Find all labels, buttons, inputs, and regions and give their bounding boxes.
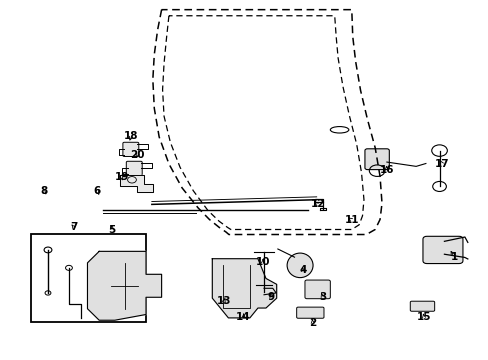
Text: 18: 18 xyxy=(124,131,138,141)
FancyBboxPatch shape xyxy=(126,161,142,175)
Bar xyxy=(31,234,145,321)
Text: 14: 14 xyxy=(236,312,250,322)
Polygon shape xyxy=(212,259,276,318)
Text: 16: 16 xyxy=(379,165,393,175)
Text: 19: 19 xyxy=(114,172,128,182)
Text: 10: 10 xyxy=(255,257,270,267)
Polygon shape xyxy=(87,251,161,320)
Text: 12: 12 xyxy=(310,199,324,210)
FancyBboxPatch shape xyxy=(409,301,434,311)
Text: 6: 6 xyxy=(93,186,101,197)
Text: 2: 2 xyxy=(308,318,316,328)
Text: 13: 13 xyxy=(216,296,231,306)
Text: 8: 8 xyxy=(40,186,47,197)
Text: 5: 5 xyxy=(108,225,115,235)
Text: 9: 9 xyxy=(267,292,274,302)
FancyBboxPatch shape xyxy=(122,142,139,157)
FancyBboxPatch shape xyxy=(305,280,330,299)
Ellipse shape xyxy=(286,253,312,278)
Text: 7: 7 xyxy=(70,222,78,232)
Text: 3: 3 xyxy=(318,292,325,302)
FancyBboxPatch shape xyxy=(364,149,388,170)
Text: 4: 4 xyxy=(299,265,306,275)
FancyBboxPatch shape xyxy=(296,307,324,318)
Polygon shape xyxy=(120,175,153,192)
Text: 17: 17 xyxy=(434,159,448,169)
FancyBboxPatch shape xyxy=(422,236,462,264)
Text: 1: 1 xyxy=(449,252,457,262)
Text: 20: 20 xyxy=(130,150,144,160)
Text: 15: 15 xyxy=(416,312,430,322)
Text: 11: 11 xyxy=(344,215,358,225)
